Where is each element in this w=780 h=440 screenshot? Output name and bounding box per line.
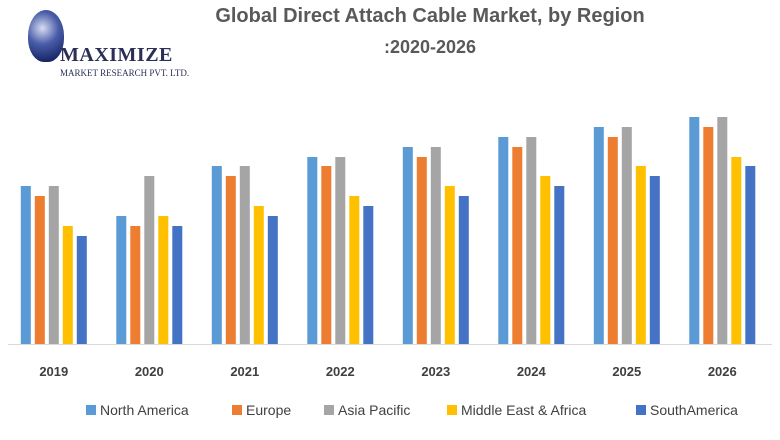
legend-swatch: [636, 405, 646, 415]
bar-2025-europe: [607, 137, 618, 344]
bar-2021-asia-pacific: [239, 166, 250, 344]
bar-2020-middle-east-africa: [158, 216, 169, 344]
company-logo: MAXIMIZE MARKET RESEARCH PVT. LTD.: [22, 8, 197, 80]
bar-2025-southamerica: [649, 176, 660, 344]
legend-swatch: [447, 405, 457, 415]
bar-2020-asia-pacific: [144, 176, 155, 344]
chart-title: Global Direct Attach Cable Market, by Re…: [215, 5, 645, 27]
legend-swatch: [324, 405, 334, 415]
x-tick-label: 2025: [612, 364, 641, 379]
bar-2024-middle-east-africa: [540, 176, 551, 344]
bar-2023-southamerica: [458, 196, 469, 344]
legend-label: Asia Pacific: [338, 402, 410, 418]
bar-2026-southamerica: [745, 166, 756, 344]
legend-swatch: [86, 405, 96, 415]
bar-2023-asia-pacific: [430, 147, 441, 344]
bar-2026-europe: [703, 127, 714, 344]
x-tick-label: 2022: [326, 364, 355, 379]
x-tick-label: 2026: [708, 364, 737, 379]
legend-label: Middle East & Africa: [461, 402, 586, 418]
legend-label: North America: [100, 402, 189, 418]
bar-2022-middle-east-africa: [349, 196, 360, 344]
x-tick-labels: 2019 2020 2021 2022 2023 2024 2025 2026: [39, 364, 736, 379]
bar-2022-north-america: [307, 157, 318, 344]
bar-2020-europe: [130, 226, 141, 344]
bar-2019-middle-east-africa: [62, 226, 73, 344]
bar-2019-europe: [34, 196, 45, 344]
legend-label: Europe: [246, 402, 291, 418]
x-tick-label: 2020: [135, 364, 164, 379]
bar-2025-north-america: [593, 127, 604, 344]
bar-2025-middle-east-africa: [635, 166, 646, 344]
x-tick-label: 2023: [421, 364, 450, 379]
bar-2021-north-america: [211, 166, 222, 344]
bar-2023-middle-east-africa: [444, 186, 455, 344]
logo-name: MAXIMIZE: [60, 44, 173, 66]
x-tick-label: 2019: [39, 364, 68, 379]
bar-2024-asia-pacific: [526, 137, 537, 344]
x-tick-label: 2021: [230, 364, 259, 379]
bar-group: [20, 117, 756, 344]
bar-2020-southamerica: [172, 226, 183, 344]
bar-2019-asia-pacific: [48, 186, 59, 344]
bar-2024-southamerica: [554, 186, 565, 344]
bar-2026-middle-east-africa: [731, 157, 742, 344]
bar-2021-europe: [225, 176, 236, 344]
bar-2022-asia-pacific: [335, 157, 346, 344]
bar-2022-europe: [321, 166, 332, 344]
bar-2025-asia-pacific: [621, 127, 632, 344]
legend-swatch: [232, 405, 242, 415]
bar-2019-southamerica: [76, 236, 87, 344]
bar-2020-north-america: [116, 216, 127, 344]
x-tick-label: 2024: [517, 364, 547, 379]
bar-2021-southamerica: [267, 216, 278, 344]
bar-2019-north-america: [20, 186, 31, 344]
bar-2024-north-america: [498, 137, 509, 344]
bar-2026-north-america: [689, 117, 700, 344]
bar-2026-asia-pacific: [717, 117, 728, 344]
legend: North America Europe Asia Pacific Middle Ea…: [86, 402, 738, 418]
bar-2023-north-america: [402, 147, 413, 344]
bar-2021-middle-east-africa: [253, 206, 264, 344]
globe-icon: [28, 10, 64, 62]
bar-2023-europe: [416, 157, 427, 344]
legend-label: SouthAmerica: [650, 402, 738, 418]
logo-subtitle: MARKET RESEARCH PVT. LTD.: [60, 68, 190, 78]
chart-subtitle: :2020-2026: [383, 37, 477, 57]
bar-2022-southamerica: [363, 206, 374, 344]
bar-2024-europe: [512, 147, 523, 344]
